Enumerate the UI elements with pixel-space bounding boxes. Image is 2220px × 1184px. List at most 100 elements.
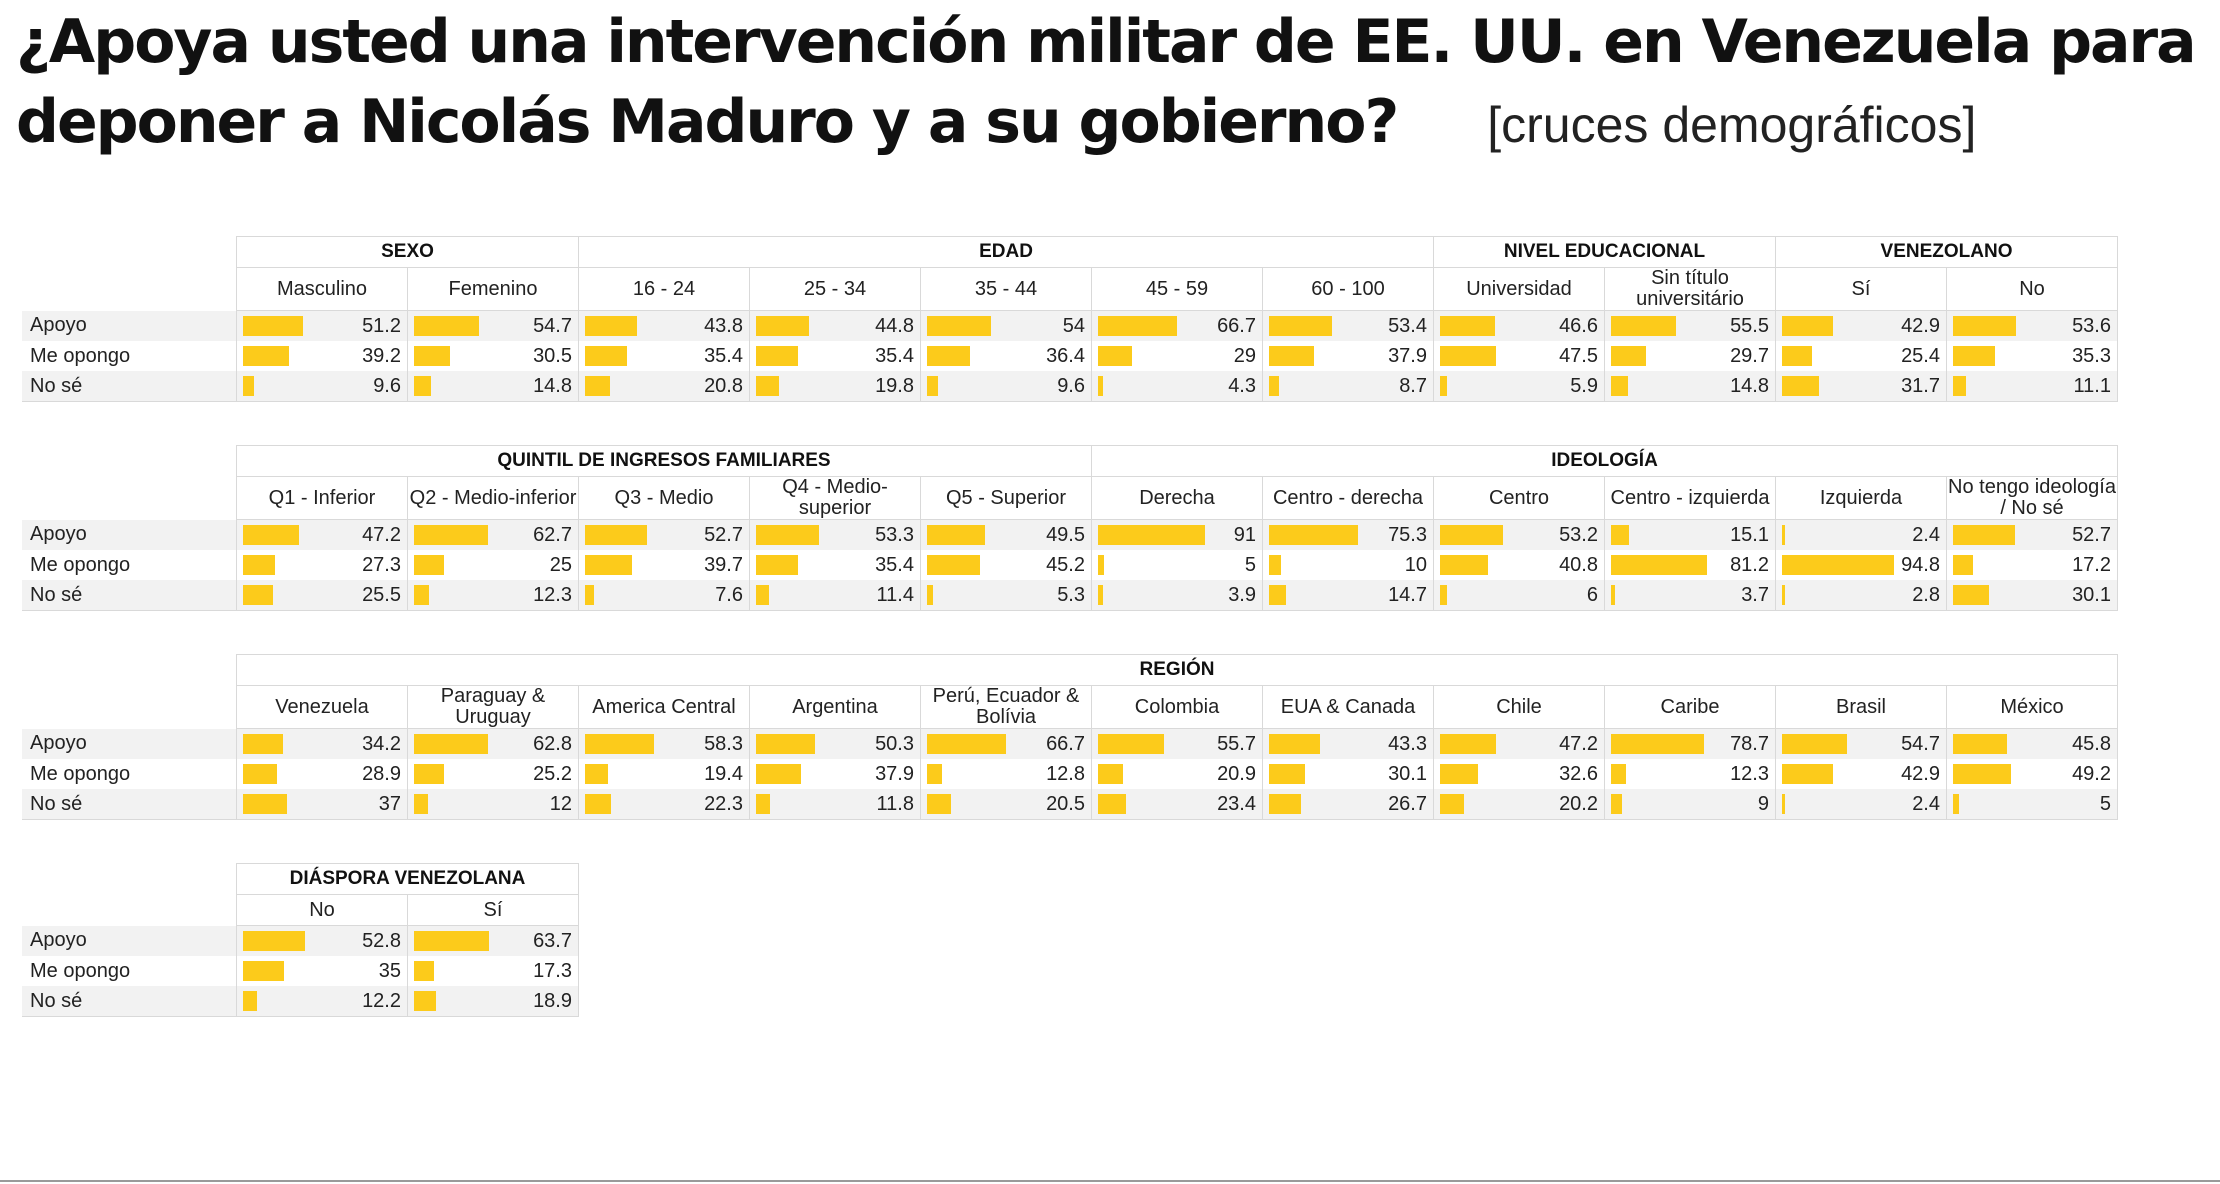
data-label: 25 bbox=[549, 554, 572, 576]
data-cell: 17.3 bbox=[407, 956, 579, 986]
data-bar bbox=[243, 991, 258, 1011]
data-label: 54.7 bbox=[533, 315, 572, 337]
crosstab-table: SEXO EDAD NIVEL EDUCACIONAL VENEZOLANO Mascu… bbox=[22, 236, 2118, 402]
data-bar bbox=[585, 525, 648, 545]
data-label: 11.8 bbox=[876, 793, 914, 815]
corner-cell bbox=[22, 268, 237, 311]
data-cell: 29 bbox=[1091, 341, 1263, 371]
data-cell: 39.7 bbox=[578, 550, 750, 580]
data-label: 45.8 bbox=[2072, 733, 2111, 755]
data-cell: 9 bbox=[1604, 789, 1776, 820]
data-bar bbox=[1782, 525, 1785, 545]
data-label: 2.4 bbox=[1912, 524, 1940, 546]
data-label: 30.5 bbox=[533, 345, 572, 367]
data-cell: 12.3 bbox=[1604, 759, 1776, 789]
data-bar bbox=[1611, 585, 1616, 605]
data-cell: 8.7 bbox=[1262, 371, 1434, 402]
data-cell: 35 bbox=[236, 956, 408, 986]
data-cell: 39.2 bbox=[236, 341, 408, 371]
data-cell: 35.4 bbox=[749, 550, 921, 580]
data-bar bbox=[1953, 555, 1974, 575]
data-bar bbox=[1611, 764, 1626, 784]
data-cell: 35.3 bbox=[1946, 341, 2118, 371]
corner-cell bbox=[22, 686, 237, 729]
data-bar bbox=[414, 316, 479, 336]
data-bar bbox=[756, 525, 819, 545]
data-label: 47.2 bbox=[362, 524, 401, 546]
column-header: Masculino bbox=[236, 267, 408, 311]
data-label: 10 bbox=[1404, 554, 1427, 576]
data-bar bbox=[414, 931, 490, 951]
data-cell: 22.3 bbox=[578, 789, 750, 820]
row-label: Me opongo bbox=[30, 959, 131, 982]
data-label: 50.3 bbox=[875, 733, 914, 755]
data-label: 52.8 bbox=[362, 930, 401, 952]
data-cell: 54.7 bbox=[407, 310, 579, 341]
data-cell: 53.3 bbox=[749, 519, 921, 550]
data-cell: 15.1 bbox=[1604, 519, 1776, 550]
data-cell: 47.2 bbox=[236, 519, 408, 550]
column-header-row: Masculino Femenino 16 - 24 25 - 34 35 - 44 45… bbox=[22, 267, 2118, 311]
data-bar bbox=[243, 794, 287, 814]
data-label: 49.5 bbox=[1046, 524, 1085, 546]
data-cell: 37 bbox=[236, 789, 408, 820]
column-header: America Central bbox=[578, 685, 750, 729]
data-cell: 5 bbox=[1091, 550, 1263, 580]
column-header: Q2 - Medio-inferior bbox=[407, 476, 579, 520]
column-header: No bbox=[236, 894, 408, 926]
column-header: Centro - izquierda bbox=[1604, 476, 1776, 520]
data-cell: 44.8 bbox=[749, 310, 921, 341]
data-bar bbox=[1269, 525, 1358, 545]
data-cell: 12.2 bbox=[236, 986, 408, 1017]
data-cell: 52.7 bbox=[578, 519, 750, 550]
data-bar bbox=[243, 764, 278, 784]
data-cell: 14.8 bbox=[407, 371, 579, 402]
data-bar bbox=[1440, 734, 1496, 754]
crosstab-table: REGIÓN Venezuela Paraguay & Uruguay America… bbox=[22, 654, 2118, 820]
data-row: Me opongo 35 17.3 bbox=[22, 956, 579, 986]
data-label: 47.2 bbox=[1559, 733, 1598, 755]
column-header: Chile bbox=[1433, 685, 1605, 729]
column-header: Q1 - Inferior bbox=[236, 476, 408, 520]
corner-cell bbox=[22, 895, 237, 926]
data-cell: 9.6 bbox=[236, 371, 408, 402]
data-label: 55.7 bbox=[1217, 733, 1256, 755]
group-header: DIÁSPORA VENEZOLANA bbox=[236, 863, 579, 895]
column-header: Centro bbox=[1433, 476, 1605, 520]
data-bar bbox=[585, 764, 608, 784]
column-header: 16 - 24 bbox=[578, 267, 750, 311]
data-bar bbox=[243, 346, 290, 366]
data-cell: 14.8 bbox=[1604, 371, 1776, 402]
data-bar bbox=[1098, 555, 1104, 575]
data-bar bbox=[756, 376, 780, 396]
data-cell: 94.8 bbox=[1775, 550, 1947, 580]
data-bar bbox=[1953, 376, 1967, 396]
data-label: 51.2 bbox=[362, 315, 401, 337]
data-bar bbox=[1098, 734, 1164, 754]
data-bar bbox=[1440, 585, 1448, 605]
data-cell: 46.6 bbox=[1433, 310, 1605, 341]
data-row: Apoyo 51.2 54.7 43.8 44.8 54 66.7 53.4 46.6 55.5 4… bbox=[22, 310, 2118, 341]
data-label: 54 bbox=[1062, 315, 1085, 337]
data-row: No sé 12.2 18.9 bbox=[22, 986, 579, 1017]
data-cell: 30.5 bbox=[407, 341, 579, 371]
column-header: 60 - 100 bbox=[1262, 267, 1434, 311]
data-label: 5.3 bbox=[1057, 584, 1085, 606]
data-bar bbox=[243, 525, 299, 545]
data-row: Apoyo 52.8 63.7 bbox=[22, 925, 579, 956]
data-bar bbox=[243, 555, 276, 575]
corner-cell bbox=[22, 446, 237, 477]
data-bar bbox=[1611, 376, 1629, 396]
data-label: 42.9 bbox=[1901, 315, 1940, 337]
row-label: No sé bbox=[22, 580, 237, 611]
data-label: 22.3 bbox=[704, 793, 743, 815]
column-header: Derecha bbox=[1091, 476, 1263, 520]
data-label: 14.8 bbox=[533, 375, 572, 397]
data-bar bbox=[756, 794, 770, 814]
data-bar bbox=[1098, 525, 1206, 545]
data-bar bbox=[1611, 794, 1622, 814]
data-cell: 9.6 bbox=[920, 371, 1092, 402]
data-cell: 18.9 bbox=[407, 986, 579, 1017]
data-cell: 43.3 bbox=[1262, 728, 1434, 759]
data-row: Me opongo 27.3 25 39.7 35.4 45.2 5 10 40.8 81.2 94… bbox=[22, 550, 2118, 580]
